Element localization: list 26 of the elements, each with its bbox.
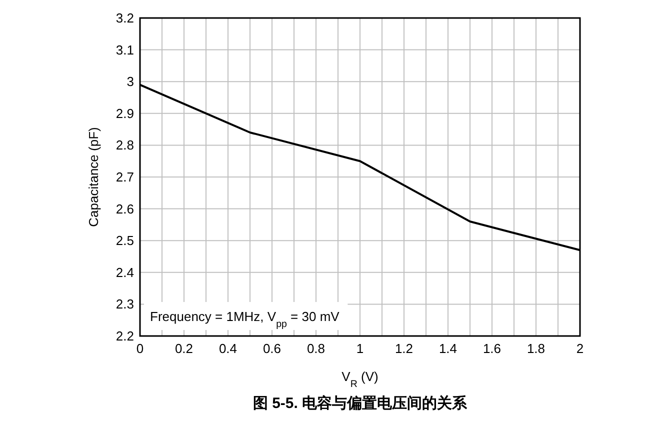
x-tick-label: 1: [356, 341, 364, 356]
y-tick-label: 2.8: [116, 138, 134, 153]
y-tick-label: 2.6: [116, 201, 134, 216]
y-tick-label: 2.2: [116, 328, 134, 344]
y-axis-title: Capacitance (pF): [86, 127, 101, 227]
x-tick-label: 1.8: [526, 341, 546, 356]
y-tick-label: 3: [126, 74, 134, 90]
x-tick-label: 1.4: [438, 341, 458, 356]
y-tick-label: 3.1: [116, 42, 134, 58]
x-tick-label: 0.6: [262, 341, 282, 356]
x-tick-label: 0.8: [306, 341, 326, 356]
y-tick-label: 2.5: [116, 233, 134, 248]
x-tick-label: 0.2: [174, 341, 194, 356]
y-tick-label: 2.7: [116, 170, 134, 184]
annotation: Frequency = 1MHz, V$_{pp}$ = 30 mV: [150, 309, 340, 330]
x-tick-label: 0.4: [218, 341, 238, 356]
x-tick-label: 1.6: [482, 341, 502, 356]
y-tick-label: 2.3: [116, 296, 134, 312]
y-tick-label: 3.2: [116, 10, 134, 26]
y-tick-label: 2.9: [116, 106, 134, 121]
y-tick-label: 2.4: [116, 264, 134, 280]
x-tick-label: 1.2: [394, 341, 414, 356]
x-axis-title: V$_{R}$ (V): [342, 369, 378, 390]
x-tick-label: 2: [576, 341, 584, 356]
text: 图 5-5. 电容与偏置电压间的关系: [252, 394, 468, 412]
x-tick-label: 0: [136, 341, 144, 356]
